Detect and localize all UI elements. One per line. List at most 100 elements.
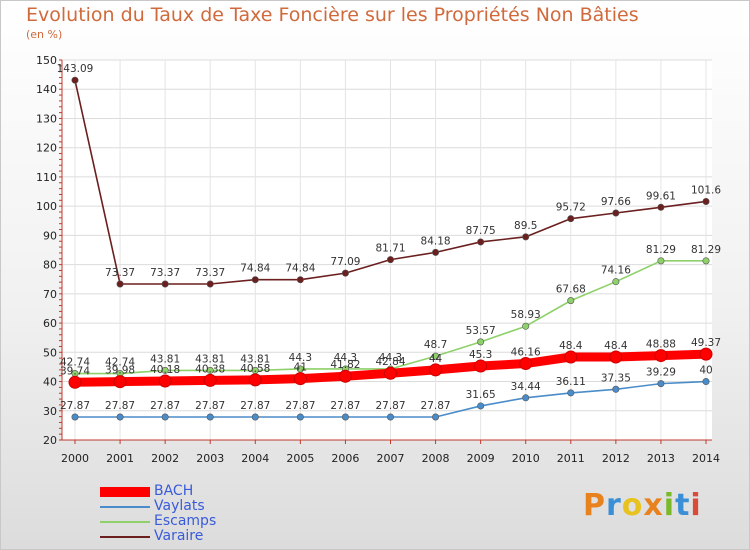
data-point-varaire bbox=[341, 269, 349, 277]
data-label-bach: 41.82 bbox=[330, 359, 360, 371]
data-label-escamps: 43.81 bbox=[240, 353, 270, 365]
data-point-varaire bbox=[116, 280, 124, 288]
data-point-bach bbox=[564, 350, 578, 364]
data-point-escamps bbox=[432, 352, 440, 360]
y-tick-label: 120 bbox=[36, 142, 57, 155]
data-label-vaylats: 27.87 bbox=[285, 400, 315, 412]
proxiti-logo: Proxiti bbox=[583, 488, 702, 523]
data-label-escamps: 44.3 bbox=[289, 352, 312, 364]
y-tick-label: 60 bbox=[43, 317, 57, 330]
data-point-escamps bbox=[522, 322, 530, 330]
data-label-varaire: 89.5 bbox=[514, 220, 537, 232]
data-point-varaire bbox=[296, 276, 304, 284]
data-label-vaylats: 27.87 bbox=[60, 400, 90, 412]
data-point-bach bbox=[429, 363, 443, 377]
data-point-vaylats bbox=[522, 394, 530, 402]
data-point-bach bbox=[293, 372, 307, 386]
x-tick-label: 2004 bbox=[241, 452, 269, 465]
data-point-vaylats bbox=[251, 413, 259, 421]
legend-label-varaire: Varaire bbox=[154, 528, 204, 544]
data-point-bach bbox=[158, 374, 172, 388]
data-point-varaire bbox=[567, 215, 575, 223]
data-point-varaire bbox=[386, 256, 394, 264]
data-label-varaire: 101.6 bbox=[691, 184, 721, 196]
data-label-escamps: 44.3 bbox=[379, 352, 402, 364]
data-point-varaire bbox=[612, 209, 620, 217]
data-label-varaire: 143.09 bbox=[57, 63, 94, 75]
x-tick-label: 2013 bbox=[647, 452, 675, 465]
logo-letter: P bbox=[583, 488, 606, 523]
y-tick-label: 50 bbox=[43, 346, 57, 359]
data-label-vaylats: 27.87 bbox=[195, 400, 225, 412]
data-label-vaylats: 27.87 bbox=[421, 400, 451, 412]
data-label-vaylats: 31.65 bbox=[466, 389, 496, 401]
logo-letter: x bbox=[643, 488, 664, 523]
data-label-bach: 40.18 bbox=[150, 364, 180, 376]
data-point-bach bbox=[609, 350, 623, 364]
data-label-varaire: 74.84 bbox=[285, 263, 315, 275]
data-label-escamps: 53.57 bbox=[466, 325, 496, 337]
x-tick-label: 2014 bbox=[692, 452, 720, 465]
x-tick-label: 2008 bbox=[422, 452, 450, 465]
data-label-bach: 48.88 bbox=[646, 339, 676, 351]
data-label-escamps: 44.3 bbox=[334, 352, 357, 364]
data-point-bach bbox=[519, 357, 533, 371]
data-label-escamps: 74.16 bbox=[601, 265, 631, 277]
data-point-escamps bbox=[477, 338, 485, 346]
data-point-bach bbox=[203, 373, 217, 387]
data-point-bach bbox=[654, 349, 668, 363]
legend-swatch-escamps bbox=[100, 521, 150, 523]
y-tick-label: 90 bbox=[43, 229, 57, 242]
data-label-varaire: 95.72 bbox=[556, 202, 586, 214]
data-point-escamps bbox=[161, 366, 169, 374]
data-label-escamps: 42.74 bbox=[105, 357, 135, 369]
data-label-bach: 41 bbox=[294, 362, 307, 374]
data-point-vaylats bbox=[116, 413, 124, 421]
x-tick-label: 2005 bbox=[286, 452, 314, 465]
data-point-vaylats bbox=[386, 413, 394, 421]
y-tick-label: 110 bbox=[36, 171, 57, 184]
chart-title: Evolution du Taux de Taxe Foncière sur l… bbox=[26, 4, 639, 26]
data-point-bach bbox=[384, 366, 397, 380]
data-point-vaylats bbox=[567, 389, 575, 397]
data-label-vaylats: 40 bbox=[699, 365, 712, 377]
x-tick-label: 2003 bbox=[196, 452, 224, 465]
data-label-varaire: 73.37 bbox=[150, 267, 180, 279]
data-point-bach bbox=[474, 359, 488, 373]
y-tick-label: 140 bbox=[36, 83, 57, 96]
logo-letter: i bbox=[663, 488, 676, 523]
legend-swatch-vaylats bbox=[100, 506, 150, 508]
data-point-bach bbox=[113, 375, 127, 389]
chart-subtitle: (en %) bbox=[26, 28, 63, 41]
logo-letter: i bbox=[690, 488, 702, 523]
data-label-varaire: 77.09 bbox=[330, 256, 360, 268]
data-point-bach bbox=[338, 369, 352, 383]
data-label-bach: 39.74 bbox=[60, 365, 90, 377]
data-label-vaylats: 27.87 bbox=[150, 400, 180, 412]
data-label-vaylats: 34.44 bbox=[511, 381, 541, 393]
y-tick-label: 20 bbox=[43, 434, 57, 447]
data-label-bach: 46.16 bbox=[511, 347, 541, 359]
data-label-escamps: 81.29 bbox=[646, 244, 676, 256]
data-label-varaire: 99.61 bbox=[646, 190, 676, 202]
data-label-vaylats: 37.35 bbox=[601, 372, 631, 384]
y-tick-label: 70 bbox=[43, 288, 57, 301]
y-tick-label: 80 bbox=[43, 259, 57, 272]
data-label-bach: 40.38 bbox=[195, 363, 225, 375]
data-point-vaylats bbox=[702, 378, 710, 386]
data-label-bach: 39.98 bbox=[105, 365, 135, 377]
data-point-escamps bbox=[657, 257, 665, 265]
data-label-bach: 49.37 bbox=[691, 337, 721, 349]
data-label-bach: 48.4 bbox=[559, 340, 583, 352]
data-point-escamps bbox=[612, 278, 620, 286]
x-tick-label: 2012 bbox=[602, 452, 630, 465]
logo-letter: o bbox=[621, 488, 644, 523]
data-label-varaire: 81.71 bbox=[375, 243, 405, 255]
y-tick-label: 40 bbox=[43, 376, 57, 389]
data-point-vaylats bbox=[296, 413, 304, 421]
data-point-varaire bbox=[251, 276, 259, 284]
data-label-vaylats: 27.87 bbox=[105, 400, 135, 412]
data-point-vaylats bbox=[432, 413, 440, 421]
y-tick-label: 30 bbox=[43, 405, 57, 418]
x-tick-label: 2001 bbox=[106, 452, 134, 465]
